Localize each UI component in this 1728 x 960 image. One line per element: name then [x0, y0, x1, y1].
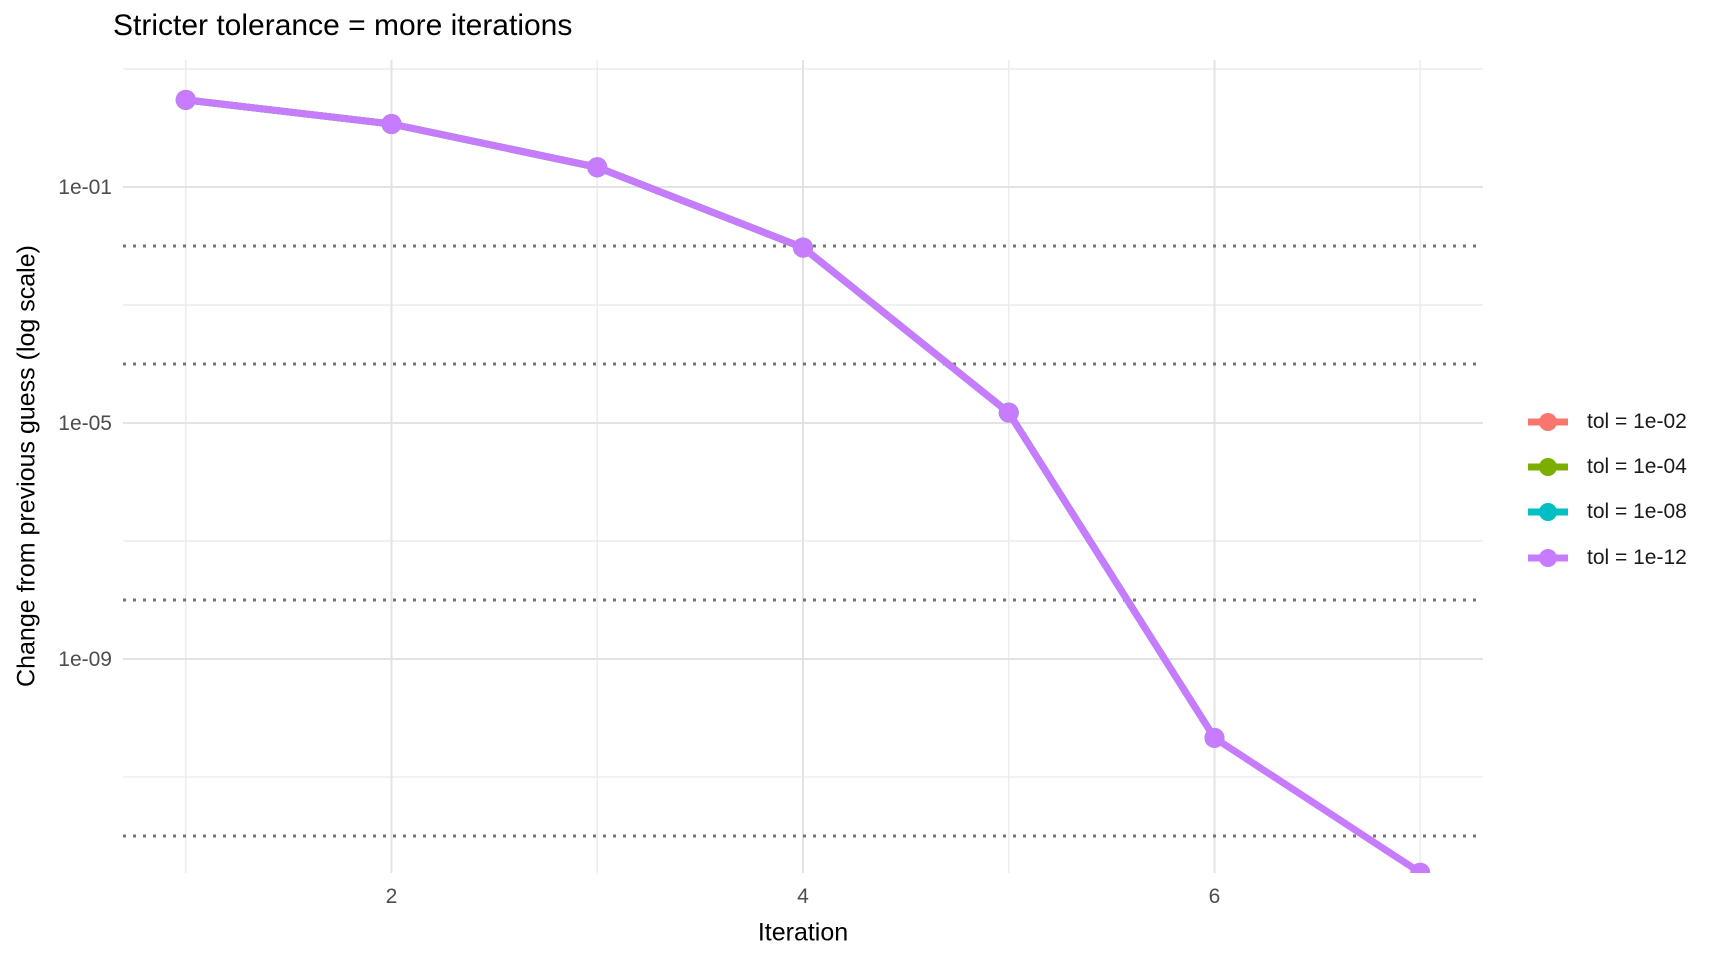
x-tick-label: 4	[797, 885, 809, 908]
data-point	[381, 114, 402, 135]
data-point	[1204, 727, 1225, 748]
chart-title: Stricter tolerance = more iterations	[113, 9, 573, 42]
legend: tol = 1e-02 tol = 1e-04 tol = 1e-08 tol = 1…	[1526, 399, 1687, 580]
legend-item-label: tol = 1e-04	[1587, 454, 1687, 478]
data-point	[175, 89, 196, 110]
legend-item-label: tol = 1e-08	[1587, 500, 1687, 524]
legend-item: tol = 1e-08	[1526, 490, 1687, 535]
legend-key-icon	[1528, 503, 1568, 522]
series-line	[182, 96, 1218, 742]
x-tick-label: 2	[386, 885, 398, 908]
y-tick-label: 1e-09	[58, 648, 112, 671]
legend-key-icon	[1528, 548, 1568, 567]
series-line	[182, 96, 807, 252]
legend-key-icon	[1528, 457, 1568, 476]
legend-item-label: tol = 1e-12	[1587, 545, 1687, 569]
x-axis-title: Iteration	[757, 918, 849, 947]
x-tick-label: 6	[1209, 885, 1221, 908]
y-tick-label: 1e-01	[58, 176, 112, 199]
y-axis-title: Change from previous guess (log scale)	[12, 245, 41, 687]
data-point	[998, 402, 1019, 423]
legend-item: tol = 1e-02	[1526, 399, 1687, 444]
legend-item-label: tol = 1e-02	[1587, 409, 1687, 433]
legend-item: tol = 1e-12	[1526, 535, 1687, 580]
legend-item: tol = 1e-04	[1526, 444, 1687, 489]
data-point	[1410, 862, 1431, 873]
data-point	[793, 237, 813, 258]
data-point	[587, 157, 608, 178]
plot-area	[175, 89, 1431, 873]
y-tick-label: 1e-05	[58, 412, 112, 435]
legend-key-icon	[1528, 412, 1568, 431]
